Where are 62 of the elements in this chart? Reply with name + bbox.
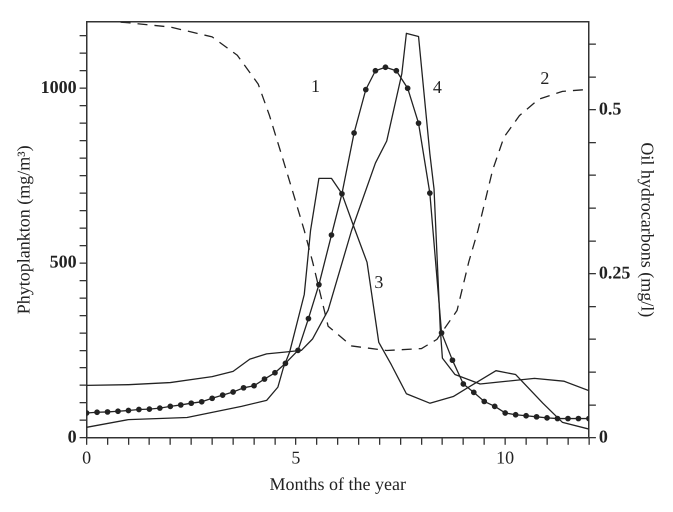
point <box>146 406 152 412</box>
point <box>372 68 378 74</box>
point <box>167 403 174 410</box>
point <box>416 120 422 126</box>
point <box>240 384 246 391</box>
point <box>426 190 433 196</box>
point <box>544 415 550 421</box>
y-axis-title: Phytoplankton (mg/m³) <box>14 145 34 314</box>
point <box>351 130 357 136</box>
point <box>460 381 466 387</box>
series-label: 3 <box>374 272 384 292</box>
point <box>115 408 121 414</box>
series-label: 2 <box>540 68 550 88</box>
x-tick-label: 10 <box>496 447 514 468</box>
text: 1 <box>310 76 320 96</box>
point <box>209 395 216 402</box>
point <box>188 400 194 406</box>
point <box>523 412 529 419</box>
point <box>481 398 488 404</box>
point <box>512 412 518 418</box>
point <box>295 348 301 354</box>
x-axis-title: Months of the year <box>270 474 406 494</box>
point <box>450 357 456 364</box>
point <box>534 414 540 420</box>
point <box>126 408 132 414</box>
point <box>502 410 508 416</box>
point <box>198 398 205 405</box>
point <box>394 68 400 74</box>
point <box>470 390 477 396</box>
y2-axis-title: Oil hydrocarbons (mg/l) <box>637 142 658 318</box>
y-tick-label: 500 <box>50 252 77 272</box>
point <box>339 190 345 197</box>
point <box>178 402 184 408</box>
point <box>230 389 236 395</box>
point <box>272 370 278 376</box>
point <box>328 232 334 238</box>
x-tick-label: 5 <box>291 447 300 468</box>
point <box>438 330 444 336</box>
point <box>565 416 571 422</box>
point <box>382 64 388 70</box>
point <box>104 409 110 415</box>
y2-tick-label: 0 <box>598 426 608 446</box>
point <box>316 282 322 288</box>
series-label: 4 <box>432 77 442 98</box>
point <box>262 376 268 382</box>
point <box>220 392 226 398</box>
point <box>492 403 498 410</box>
point <box>94 409 100 416</box>
point <box>157 405 163 411</box>
point <box>554 416 560 422</box>
point <box>362 86 369 92</box>
point <box>404 85 411 92</box>
y-tick-label: 0 <box>68 426 77 446</box>
point <box>136 406 142 412</box>
y2-tick-label: 0.5 <box>598 98 622 118</box>
point <box>576 416 582 422</box>
point <box>306 316 312 322</box>
point <box>251 382 257 389</box>
point <box>282 360 288 366</box>
x-tick-label: 0 <box>82 447 92 468</box>
y2-tick-label: 0.25 <box>598 262 630 282</box>
y-tick-label: 1000 <box>40 76 77 97</box>
